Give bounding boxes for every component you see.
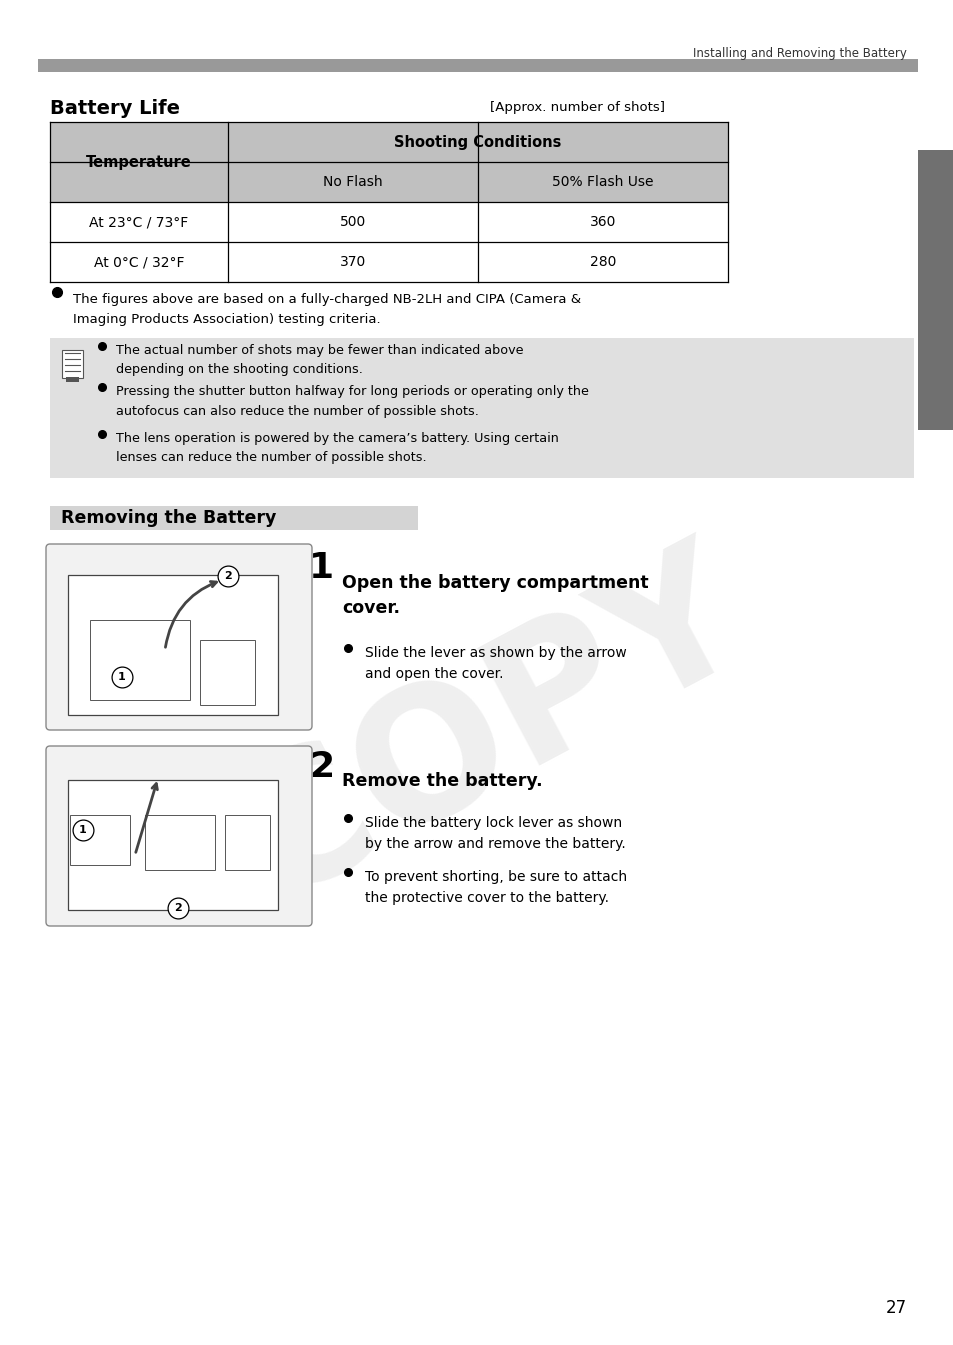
Text: At 0°C / 32°F: At 0°C / 32°F — [93, 256, 184, 269]
Bar — [50, 122, 727, 161]
Text: 280: 280 — [589, 256, 616, 269]
FancyBboxPatch shape — [46, 543, 312, 730]
Text: Slide the lever as shown by the arrow
and open the cover.: Slide the lever as shown by the arrow an… — [365, 646, 626, 681]
Text: To prevent shorting, be sure to attach
the protective cover to the battery.: To prevent shorting, be sure to attach t… — [365, 870, 626, 905]
Text: [Approx. number of shots]: [Approx. number of shots] — [490, 101, 664, 114]
Text: Slide the battery lock lever as shown
by the arrow and remove the battery.: Slide the battery lock lever as shown by… — [365, 816, 625, 851]
Text: 370: 370 — [339, 256, 366, 269]
Text: Remove the battery.: Remove the battery. — [341, 772, 542, 790]
Bar — [50, 161, 727, 202]
Text: 1: 1 — [79, 824, 87, 835]
Bar — [50, 338, 913, 477]
Text: The actual number of shots may be fewer than indicated above
depending on the sh: The actual number of shots may be fewer … — [116, 344, 523, 377]
Bar — [68, 576, 277, 716]
Text: Installing and Removing the Battery: Installing and Removing the Battery — [693, 47, 906, 59]
Bar — [145, 815, 214, 870]
FancyBboxPatch shape — [46, 746, 312, 925]
Bar — [68, 780, 277, 911]
Bar — [70, 815, 130, 865]
Text: Pressing the shutter button halfway for long periods or operating only the
autof: Pressing the shutter button halfway for … — [116, 385, 588, 417]
Text: 2: 2 — [224, 572, 232, 581]
Bar — [90, 620, 190, 699]
Text: 1: 1 — [118, 672, 126, 682]
Text: 360: 360 — [589, 215, 616, 229]
Text: 50% Flash Use: 50% Flash Use — [552, 175, 653, 190]
Bar — [38, 59, 917, 73]
Text: The lens operation is powered by the camera’s battery. Using certain
lenses can : The lens operation is powered by the cam… — [116, 432, 558, 464]
Text: No Flash: No Flash — [323, 175, 382, 190]
Text: Temperature: Temperature — [86, 155, 192, 169]
Text: 2: 2 — [309, 751, 335, 784]
Bar — [62, 350, 83, 378]
Text: 2: 2 — [174, 902, 182, 913]
Bar — [225, 815, 270, 870]
Bar — [66, 377, 79, 382]
Text: At 23°C / 73°F: At 23°C / 73°F — [90, 215, 189, 229]
Text: 27: 27 — [885, 1299, 906, 1317]
Text: 500: 500 — [339, 215, 366, 229]
Text: Removing the Battery: Removing the Battery — [61, 508, 276, 527]
Bar — [50, 506, 417, 530]
Text: Open the battery compartment
cover.: Open the battery compartment cover. — [341, 574, 648, 617]
Text: Battery Life: Battery Life — [50, 98, 180, 117]
Bar — [200, 640, 254, 705]
Text: 1: 1 — [309, 551, 335, 585]
Text: Shooting Conditions: Shooting Conditions — [394, 134, 561, 149]
Text: The figures above are based on a fully-charged NB-2LH and CIPA (Camera &
Imaging: The figures above are based on a fully-c… — [73, 293, 580, 325]
Text: COPY: COPY — [206, 523, 773, 936]
Bar — [917, 151, 953, 430]
